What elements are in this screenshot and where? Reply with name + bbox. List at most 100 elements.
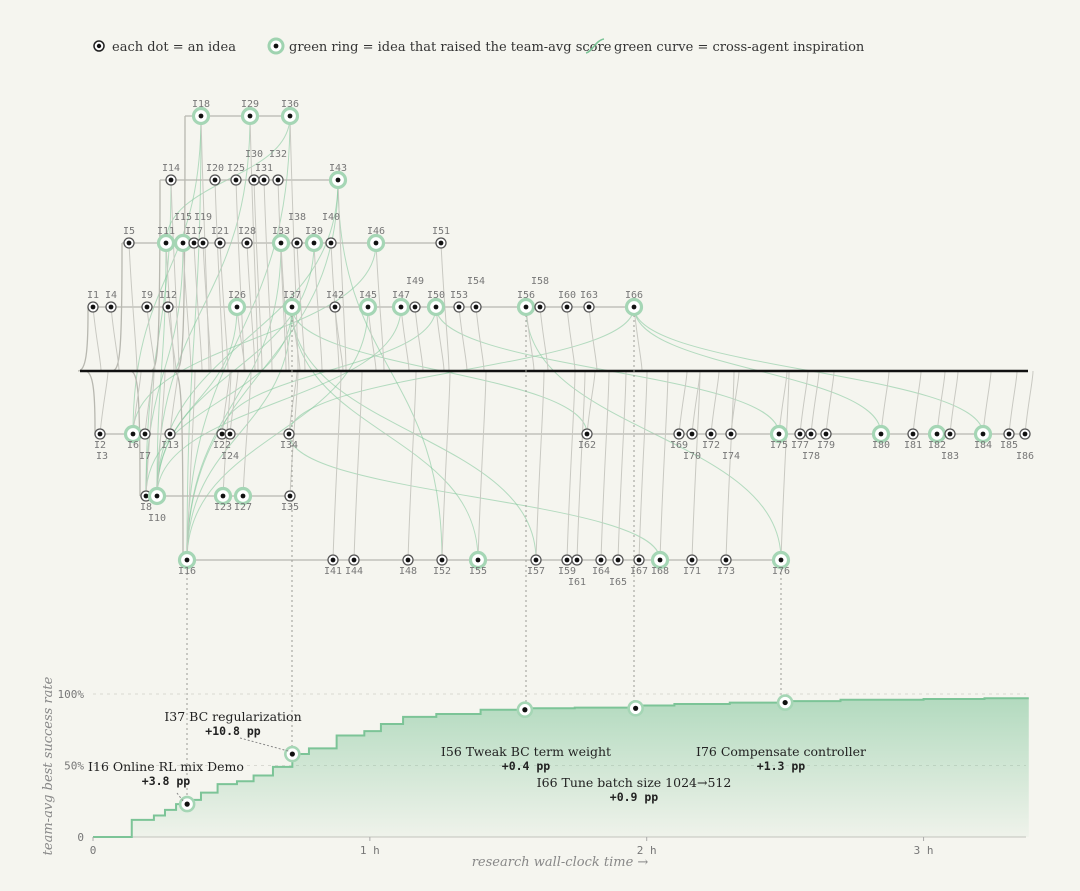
idea-node-i83: I83 bbox=[941, 428, 959, 462]
idea-dot-core bbox=[108, 304, 114, 310]
idea-stem bbox=[200, 115, 210, 372]
idea-label: I78 bbox=[802, 451, 820, 462]
idea-dot-core bbox=[163, 240, 169, 246]
idea-label: I72 bbox=[702, 440, 720, 451]
idea-label: I57 bbox=[527, 566, 545, 577]
idea-dot-core bbox=[676, 431, 682, 437]
x-axis-label: research wall-clock time → bbox=[472, 855, 649, 870]
idea-label: I42 bbox=[326, 290, 344, 301]
idea-stem bbox=[588, 306, 598, 372]
idea-node-i3: I3 bbox=[96, 451, 108, 462]
idea-dot-core bbox=[728, 431, 734, 437]
idea-node-i44: I44 bbox=[345, 554, 363, 577]
idea-dot-core bbox=[564, 557, 570, 563]
idea-label: I5 bbox=[123, 226, 135, 237]
idea-node-i36: I36 bbox=[280, 99, 300, 126]
idea-label: I82 bbox=[928, 440, 946, 451]
idea-stem bbox=[288, 370, 298, 435]
idea-stem bbox=[778, 370, 788, 435]
idea-stem bbox=[535, 370, 545, 561]
idea-node-i5: I5 bbox=[123, 226, 135, 249]
x-tick-labels: 0 1 h 2 h 3 h bbox=[90, 837, 934, 857]
idea-stem bbox=[337, 179, 347, 372]
idea-label: I65 bbox=[609, 577, 627, 588]
idea-dot-core bbox=[311, 240, 317, 246]
idea-stem bbox=[936, 370, 946, 435]
y-tick-label: 100% bbox=[58, 688, 85, 701]
idea-dot-core bbox=[373, 240, 379, 246]
lane-branch bbox=[77, 307, 89, 372]
idea-stem bbox=[235, 179, 245, 372]
idea-label: I12 bbox=[159, 290, 177, 301]
idea-node-i33: I33 bbox=[271, 226, 291, 253]
idea-dot-core bbox=[219, 431, 225, 437]
idea-dot-core bbox=[184, 557, 190, 563]
idea-label: I70 bbox=[683, 451, 701, 462]
idea-label: I19 bbox=[194, 212, 212, 223]
idea-label: I34 bbox=[280, 440, 298, 451]
idea-dot-core bbox=[198, 113, 204, 119]
annotation-i16: I16 Online RL mix Demo+3.8 pp bbox=[88, 759, 244, 813]
idea-stem bbox=[242, 370, 252, 497]
idea-stem bbox=[780, 370, 790, 561]
score-point bbox=[633, 705, 639, 711]
idea-label: I81 bbox=[904, 440, 922, 451]
idea-node-i25: I25 bbox=[227, 163, 245, 186]
idea-node-i52: I52 bbox=[433, 554, 451, 577]
idea-stem bbox=[566, 370, 576, 561]
idea-label: I25 bbox=[227, 163, 245, 174]
idea-node-i24: I24 bbox=[221, 428, 239, 462]
idea-node-i49: I49 bbox=[406, 276, 424, 313]
idea-node-i11: I11 bbox=[156, 226, 176, 253]
idea-node-i72: I72 bbox=[702, 428, 720, 451]
idea-dot-core bbox=[144, 304, 150, 310]
idea-label: I52 bbox=[433, 566, 451, 577]
idea-label: I56 bbox=[517, 290, 535, 301]
idea-node-i26: I26 bbox=[227, 290, 247, 317]
idea-stem bbox=[659, 370, 669, 561]
annotation-title: I56 Tweak BC term weight bbox=[441, 744, 611, 759]
idea-node-i10: I10 bbox=[147, 486, 167, 524]
idea-node-i30: I30 bbox=[245, 149, 263, 186]
idea-node-i74: I74 bbox=[722, 428, 740, 462]
annotation-title: I76 Compensate controller bbox=[696, 744, 866, 759]
inspiration-curve bbox=[145, 242, 184, 497]
idea-node-i84: I84 bbox=[973, 424, 993, 451]
idea-label: I8 bbox=[140, 502, 152, 513]
idea-node-i14: I14 bbox=[162, 163, 180, 186]
inspiration-curve bbox=[288, 433, 661, 561]
idea-stem bbox=[144, 370, 154, 435]
idea-node-i46: I46 bbox=[366, 226, 386, 253]
idea-label: I69 bbox=[670, 440, 688, 451]
lane-branch bbox=[174, 116, 186, 372]
annotation-leader bbox=[176, 792, 184, 802]
idea-stem bbox=[332, 370, 342, 561]
idea-stem bbox=[539, 306, 549, 372]
idea-label: I46 bbox=[367, 226, 385, 237]
idea-node-i85: I85 bbox=[1000, 428, 1018, 451]
idea-dot-core bbox=[168, 177, 174, 183]
idea-dot-core bbox=[365, 304, 371, 310]
idea-stem bbox=[367, 306, 377, 372]
idea-stem bbox=[353, 370, 363, 561]
idea-label: I50 bbox=[427, 290, 445, 301]
idea-label: I6 bbox=[127, 440, 139, 451]
idea-node-i23: I23 bbox=[213, 486, 233, 513]
idea-stem bbox=[458, 306, 468, 372]
idea-dot-core bbox=[405, 557, 411, 563]
idea-node-i19: I19 bbox=[194, 212, 212, 249]
idea-stem bbox=[1024, 370, 1034, 435]
idea-node-i75: I75 bbox=[769, 424, 789, 451]
idea-dot-core bbox=[708, 431, 714, 437]
idea-label: I45 bbox=[359, 290, 377, 301]
idea-stem bbox=[633, 306, 643, 372]
idea-node-i2: I2 bbox=[94, 428, 106, 451]
y-tick-labels: 0 50% 100% bbox=[58, 688, 85, 844]
idea-node-i47: I47 bbox=[391, 290, 411, 317]
idea-dot-core bbox=[330, 557, 336, 563]
idea-stem bbox=[313, 242, 323, 372]
annotation-delta: +0.9 pp bbox=[610, 790, 659, 804]
idea-stem bbox=[880, 370, 890, 435]
annotation-i56: I56 Tweak BC term weight+0.4 pp bbox=[441, 701, 611, 773]
annotation-leader bbox=[239, 737, 289, 752]
